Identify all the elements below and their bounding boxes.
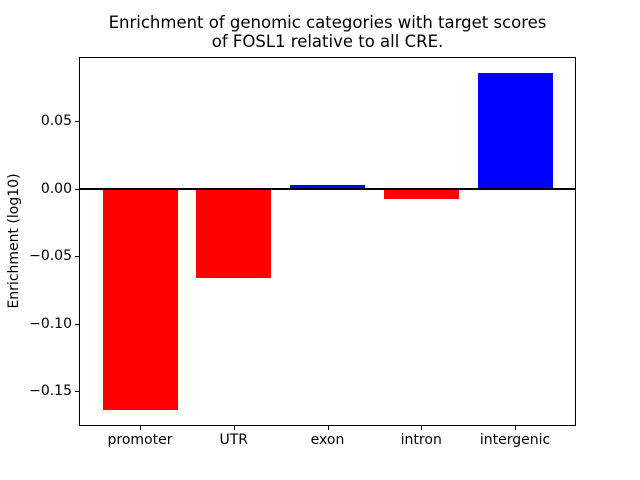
- bar-intergenic: [477, 72, 553, 189]
- x-tick-label-UTR: UTR: [219, 432, 249, 448]
- bar-exon: [290, 184, 365, 189]
- bar-UTR: [196, 188, 272, 278]
- x-tick-exon: [327, 426, 329, 430]
- bar-intron: [383, 188, 459, 199]
- x-tick-label-intergenic: intergenic: [479, 432, 551, 448]
- x-tick-UTR: [233, 426, 235, 430]
- x-tick-label-exon: exon: [310, 432, 345, 448]
- x-tick-label-promoter: promoter: [107, 432, 173, 448]
- y-tick-label-−0.15: −0.15: [29, 383, 72, 400]
- x-tick-promoter: [140, 426, 141, 430]
- y-tick-0.05: [75, 121, 79, 123]
- bar-promoter: [102, 188, 178, 411]
- x-tick-intron: [421, 426, 423, 430]
- y-tick-−0.15: [75, 391, 79, 393]
- chart-title: Enrichment of genomic categories with ta…: [108, 13, 547, 52]
- y-tick-label-−0.10: −0.10: [29, 315, 72, 332]
- y-tick-−0.05: [75, 256, 79, 258]
- zero-line: [80, 187, 575, 190]
- y-tick-label-0.00: 0.00: [40, 180, 72, 197]
- x-tick-intergenic: [515, 426, 516, 430]
- y-axis-label: Enrichment (log10): [6, 173, 22, 309]
- y-tick-0.00: [75, 188, 79, 190]
- x-tick-label-intron: intron: [400, 432, 442, 448]
- y-tick-−0.10: [75, 323, 79, 325]
- y-tick-label-0.05: 0.05: [40, 113, 72, 130]
- y-tick-label-−0.05: −0.05: [29, 248, 72, 265]
